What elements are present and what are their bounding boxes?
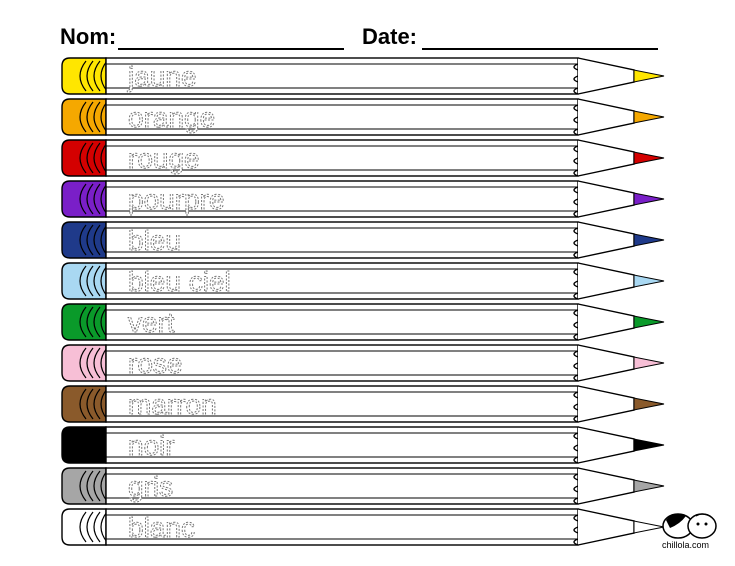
- pencil-pourpre: pourpre: [61, 180, 665, 218]
- name-label: Nom:: [60, 24, 117, 49]
- trace-word: vert: [128, 307, 175, 338]
- trace-word: orange: [128, 102, 215, 133]
- date-field[interactable]: [422, 48, 658, 50]
- pencil-blanc: blanc: [61, 508, 665, 546]
- trace-word: bleu: [128, 225, 181, 256]
- trace-word: noir: [128, 430, 175, 461]
- worksheet-header: Nom: Date:: [60, 22, 680, 52]
- logo-text: chillola.com: [662, 540, 710, 550]
- trace-word: bleu ciel: [128, 266, 231, 297]
- guinea-pig-icon: [662, 513, 717, 539]
- trace-word: rouge: [128, 143, 200, 174]
- pencil-rose: rose: [61, 344, 665, 382]
- trace-word: jaune: [127, 61, 197, 92]
- date-label: Date:: [362, 24, 418, 49]
- pencil-jaune: jaune: [61, 57, 665, 95]
- pencil-bleu-ciel: bleu ciel: [61, 262, 665, 300]
- trace-word: rose: [128, 348, 182, 379]
- pencil-gris: gris: [61, 467, 665, 505]
- trace-word: gris: [128, 471, 173, 502]
- pencil-noir: noir: [61, 426, 665, 464]
- pencil-marron: marron: [61, 385, 665, 423]
- pencil-vert: vert: [61, 303, 665, 341]
- trace-word: marron: [128, 389, 217, 420]
- pencil-rouge: rouge: [61, 139, 665, 177]
- trace-word: blanc: [128, 512, 195, 543]
- name-field[interactable]: [118, 48, 344, 50]
- pencil-bleu: bleu: [61, 221, 665, 259]
- trace-word: pourpre: [128, 184, 225, 215]
- pencil-orange: orange: [61, 98, 665, 136]
